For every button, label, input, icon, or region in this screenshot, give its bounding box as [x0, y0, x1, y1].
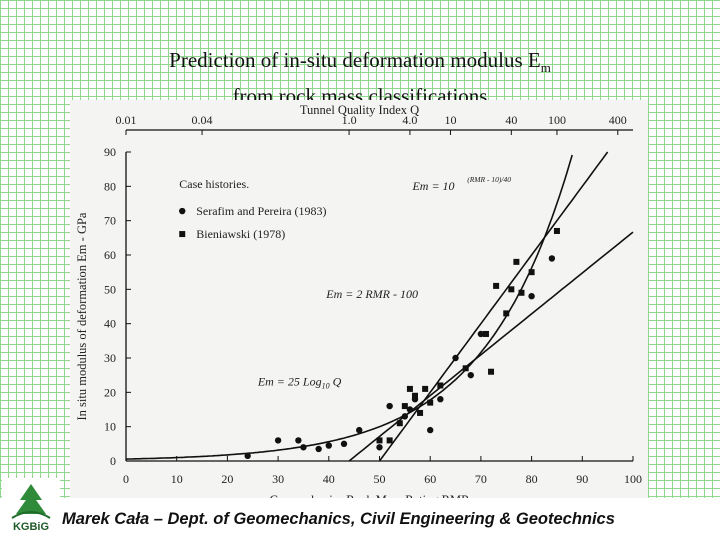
y-axis-label: In situ modulus of deformation Em - GPa [75, 212, 89, 420]
y-tick-label: 70 [104, 214, 116, 228]
y-tick-label: 10 [104, 420, 116, 434]
point-serafim-pereira [467, 371, 474, 379]
point-bieniawski [401, 403, 408, 410]
y-tick-label: 40 [104, 317, 116, 331]
x-tick-label: 10 [171, 472, 183, 486]
point-serafim-pereira [386, 402, 393, 410]
point-bieniawski [462, 365, 469, 372]
curve-label-linear: Em = 2 RMR - 100 [325, 287, 418, 301]
x-tick-label: 30 [272, 472, 284, 486]
x-tick-label: 60 [424, 472, 436, 486]
x-tick-label: 100 [624, 472, 642, 486]
point-serafim-pereira [356, 426, 363, 434]
point-bieniawski [528, 269, 535, 276]
data-points [244, 227, 560, 460]
legend-marker-square [179, 231, 186, 238]
point-serafim-pereira [427, 426, 434, 434]
point-serafim-pereira [477, 330, 485, 338]
y-tick-label: 80 [104, 179, 116, 193]
point-serafim-pereira [406, 406, 414, 413]
point-bieniawski [417, 409, 424, 416]
point-bieniawski [437, 382, 444, 389]
title-line-1: Prediction of in-situ deformation modulu… [169, 48, 541, 72]
point-serafim-pereira [376, 444, 383, 451]
x-tick-label: 80 [526, 472, 538, 486]
curve-linear [378, 151, 609, 462]
kgbig-logo: KGBiG [2, 478, 60, 538]
top-axis-label: Tunnel Quality Index Q [300, 103, 419, 117]
point-bieniawski [553, 227, 560, 234]
figure-panel: 0 10 20 30 40 50 60 70 80 90 100 0 10 20 30 40 50 60 70 80 9… [70, 100, 648, 512]
point-bieniawski [406, 385, 413, 392]
footer-bar [0, 498, 720, 540]
point-serafim-pereira [315, 445, 322, 453]
curve-label-exponential: Em = 10 [411, 179, 454, 193]
curve-label-exponent: (RMR - 10)/40 [467, 175, 511, 184]
point-serafim-pereira [452, 354, 459, 362]
curve-label-log-q: Em = 25 Log10 Q [257, 374, 342, 390]
top-tick-label: 1.0 [342, 113, 357, 127]
curve-log-q [348, 231, 634, 462]
top-tick-label: 4.0 [402, 113, 417, 127]
point-bieniawski [396, 420, 403, 427]
x-tick-label: 70 [475, 472, 487, 486]
legend-header: Case histories. [179, 177, 249, 191]
top-tick-label: 100 [548, 113, 566, 127]
x-tick-label: 40 [323, 472, 335, 486]
point-bieniawski [411, 392, 418, 399]
top-tick-label: 0.04 [192, 113, 213, 127]
point-bieniawski [493, 282, 500, 289]
y-tick-label: 50 [104, 282, 116, 296]
top-tick-label: 40 [505, 113, 517, 127]
point-bieniawski [376, 437, 383, 444]
point-serafim-pereira [437, 396, 444, 403]
top-tick-label: 0.01 [116, 113, 137, 127]
point-bieniawski [513, 258, 520, 265]
legend-entry: Serafim and Pereira (1983) [196, 204, 326, 218]
point-bieniawski [503, 310, 510, 317]
x-tick-label: 50 [374, 472, 386, 486]
point-serafim-pereira [325, 442, 332, 449]
point-serafim-pereira [300, 444, 307, 451]
point-bieniawski [427, 399, 434, 406]
y-tick-label: 90 [104, 145, 116, 159]
point-bieniawski [488, 368, 495, 375]
y-tick-label: 30 [104, 351, 116, 365]
chart-labels: Geomechanics Rock Mass Rating RMRTunnel … [75, 103, 511, 507]
point-serafim-pereira [528, 293, 535, 300]
curve-exponential [125, 154, 573, 460]
x-tick-label: 90 [576, 472, 588, 486]
deformation-modulus-chart: 0 10 20 30 40 50 60 70 80 90 100 0 10 20 30 40 50 60 70 80 9… [75, 103, 642, 507]
fit-curves [125, 151, 634, 462]
point-serafim-pereira [548, 255, 556, 262]
point-bieniawski [508, 286, 515, 293]
point-bieniawski [386, 437, 393, 444]
top-tick-label: 10 [444, 113, 456, 127]
point-serafim-pereira [340, 440, 348, 448]
x-tick-label: 0 [123, 472, 129, 486]
point-bieniawski [518, 289, 525, 296]
y-tick-label: 60 [104, 248, 116, 262]
point-serafim-pereira [244, 452, 251, 460]
point-serafim-pereira [295, 437, 302, 444]
title-subscript: m [540, 60, 551, 76]
point-bieniawski [482, 330, 489, 337]
logo-text: KGBiG [13, 521, 49, 533]
footer-credit: Marek Cała – Dept. of Geomechanics, Civi… [62, 510, 615, 528]
chart-ticks: 0 10 20 30 40 50 60 70 80 90 100 0 10 20 30 40 50 60 70 80 9… [104, 113, 642, 486]
y-tick-label: 20 [104, 385, 116, 399]
point-serafim-pereira [401, 413, 409, 420]
legend-marker-circle [179, 207, 186, 215]
y-tick-label: 0 [110, 454, 116, 468]
legend-entry: Bieniawski (1978) [196, 227, 285, 241]
point-bieniawski [422, 385, 429, 392]
x-tick-label: 20 [221, 472, 233, 486]
top-tick-label: 400 [609, 113, 627, 127]
point-serafim-pereira [274, 437, 282, 444]
